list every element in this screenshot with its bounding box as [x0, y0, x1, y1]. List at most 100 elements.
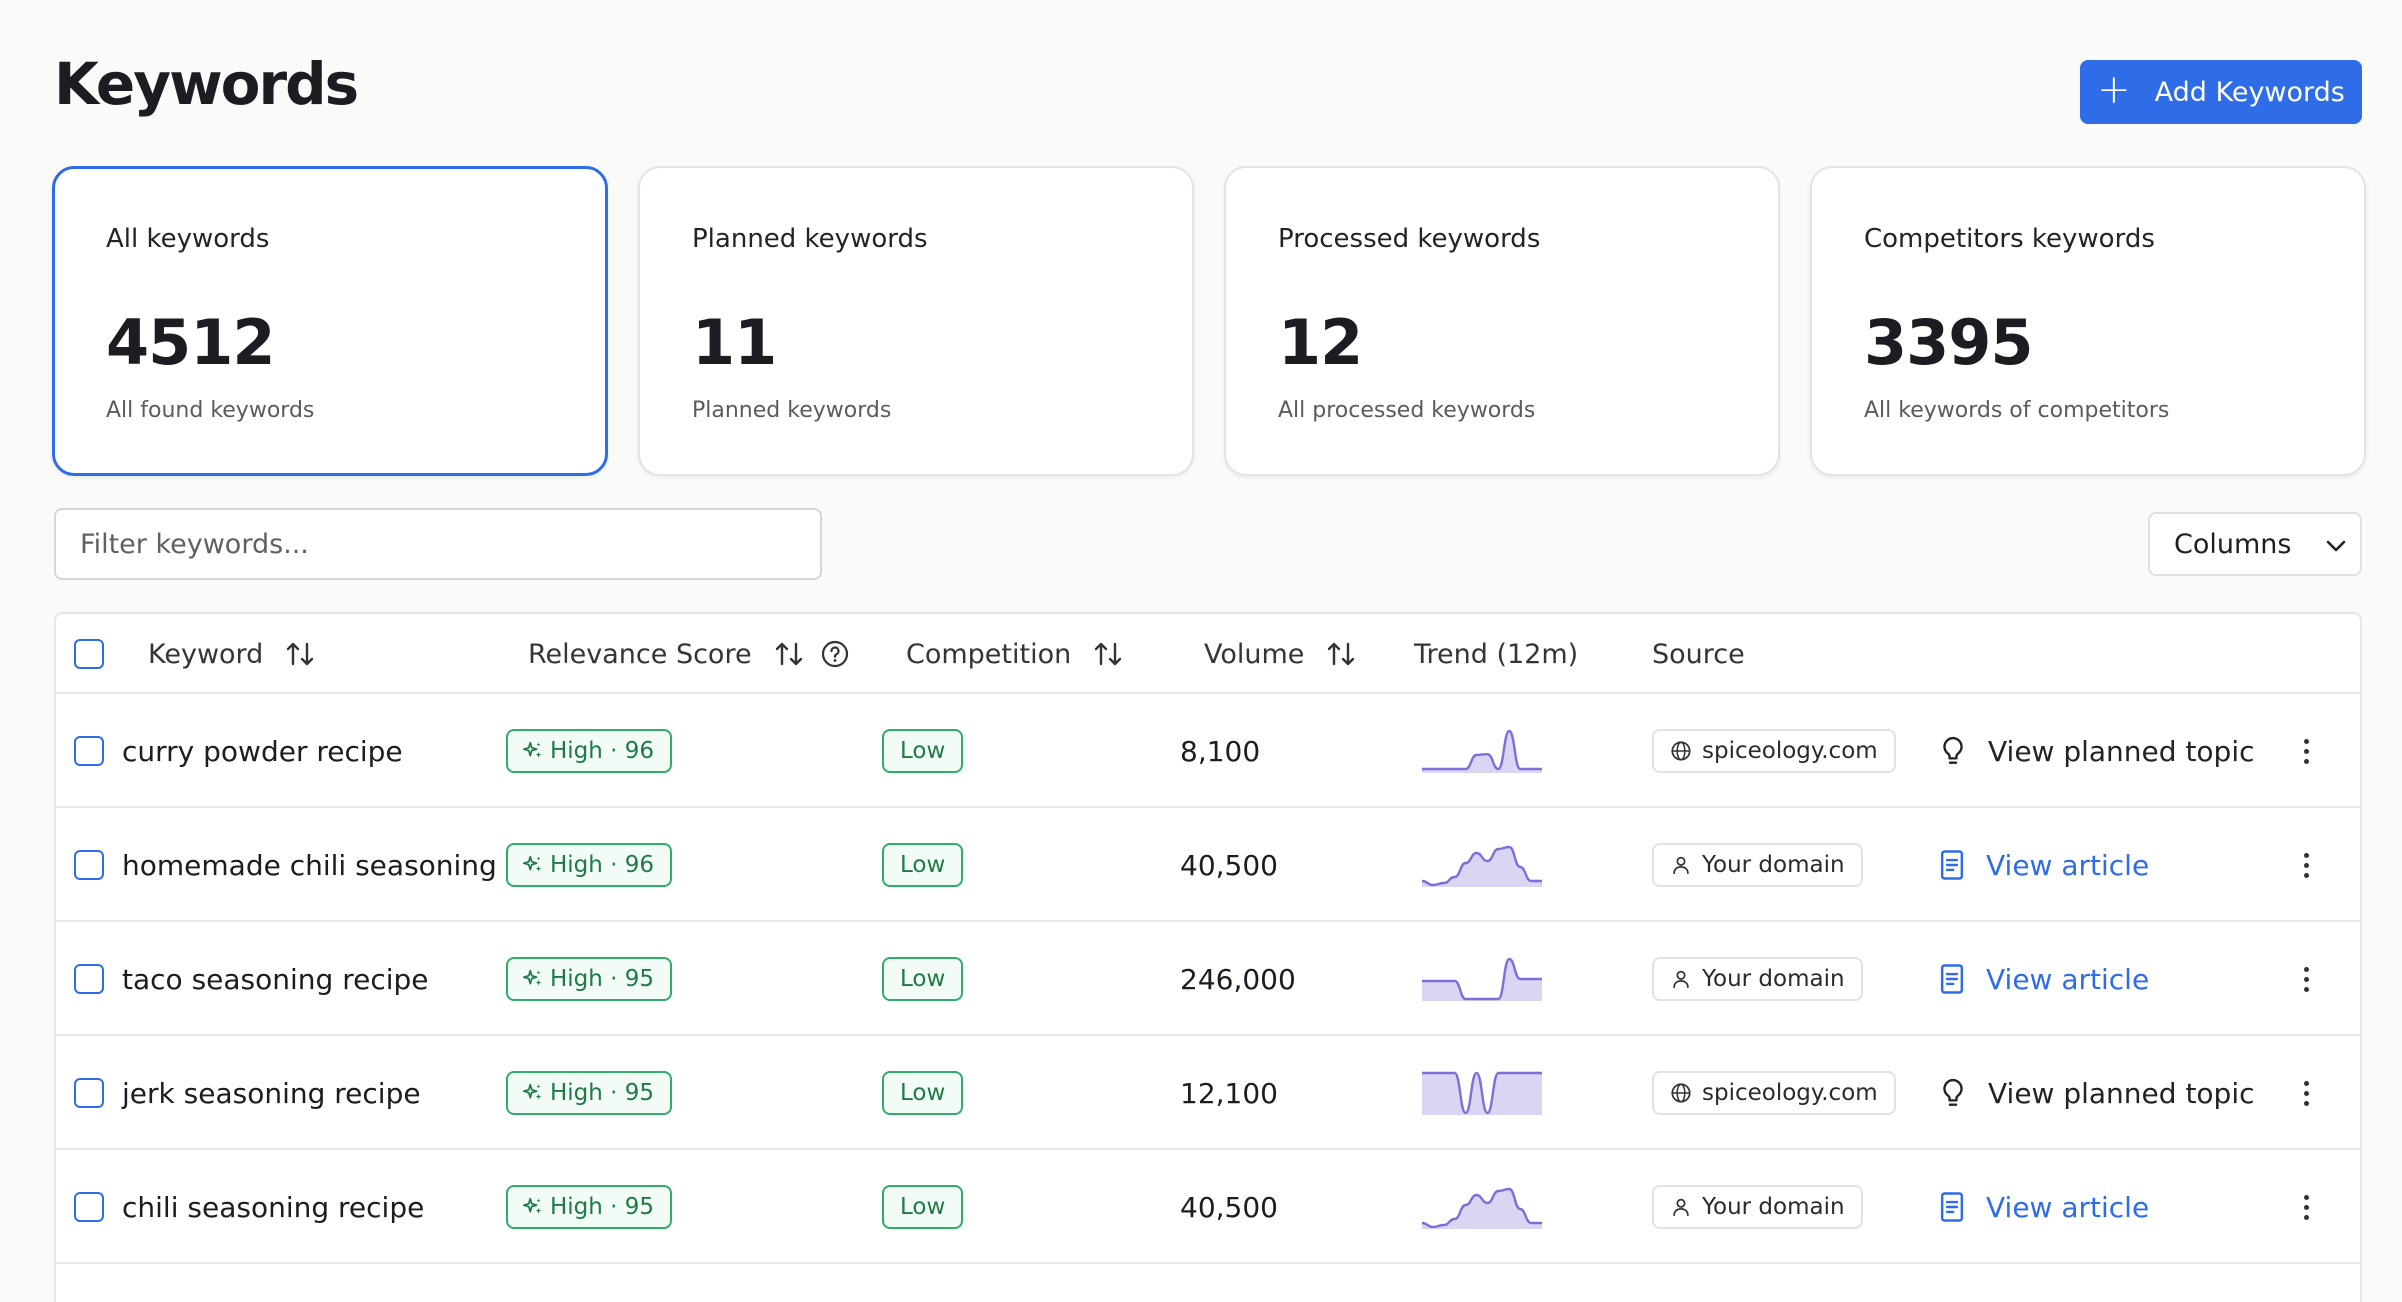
relevance-badge: High · 96: [506, 729, 673, 773]
view-article-link[interactable]: View article: [1938, 849, 2149, 882]
keyword-cell: curry powder recipe: [122, 694, 403, 808]
competition-badge: Low: [882, 729, 964, 773]
card-all-keywords[interactable]: All keywords 4512 All found keywords: [52, 166, 608, 476]
volume-text: 40,500: [1180, 848, 1278, 882]
card-planned-keywords[interactable]: Planned keywords 11 Planned keywords: [638, 166, 1194, 476]
row-checkbox[interactable]: [74, 1192, 104, 1222]
card-title: Competitors keywords: [1864, 224, 2155, 254]
more-vertical-icon[interactable]: [2298, 961, 2315, 998]
row-menu-cell: [2298, 808, 2315, 922]
volume-cell: 40,500: [1180, 1150, 1278, 1264]
sort-icon[interactable]: [1326, 640, 1356, 668]
sparkle-icon: [522, 968, 544, 990]
keyword-text: curry powder recipe: [122, 734, 403, 768]
header-relevance[interactable]: Relevance Score: [528, 614, 850, 694]
sort-icon[interactable]: [1093, 640, 1123, 668]
action-cell: View planned topic: [1938, 1036, 2255, 1150]
table-row[interactable]: taco seasoning recipe High · 95 Low 246,000…: [56, 922, 2360, 1036]
stat-cards: All keywords 4512 All found keywords Pla…: [52, 166, 2366, 476]
row-select-cell: [74, 922, 104, 1036]
user-icon: [1670, 968, 1692, 990]
view-article-link[interactable]: View article: [1938, 963, 2149, 996]
row-select-cell: [74, 1036, 104, 1150]
action-cell: View planned topic: [1938, 694, 2255, 808]
sparkle-icon: [522, 1196, 544, 1218]
sort-icon[interactable]: [285, 640, 315, 668]
table-row[interactable]: curry powder recipe High · 96 Low 8,100 spic…: [56, 694, 2360, 808]
row-menu-cell: [2298, 922, 2315, 1036]
source-cell: spiceology.com: [1652, 694, 1896, 808]
relevance-score-text: High · 96: [550, 738, 655, 764]
select-all-checkbox[interactable]: [74, 639, 104, 669]
action-label: View planned topic: [1988, 734, 2255, 768]
header-keyword-label: Keyword: [148, 638, 264, 670]
row-menu-cell: [2298, 1036, 2315, 1150]
row-checkbox[interactable]: [74, 964, 104, 994]
filter-keywords-input[interactable]: [54, 508, 822, 580]
header-competition-label: Competition: [906, 638, 1072, 670]
card-title: Processed keywords: [1278, 224, 1541, 254]
more-vertical-icon[interactable]: [2298, 1189, 2315, 1226]
header-trend: Trend (12m): [1414, 614, 1578, 694]
card-subtitle: All keywords of competitors: [1864, 398, 2170, 423]
competition-cell: Low: [882, 922, 964, 1036]
header-trend-label: Trend (12m): [1414, 638, 1579, 670]
source-chip[interactable]: spiceology.com: [1652, 729, 1896, 773]
select-all-cell: [74, 614, 104, 694]
page-title: Keywords: [54, 50, 359, 118]
card-processed-keywords[interactable]: Processed keywords 12 All processed keyw…: [1224, 166, 1780, 476]
keywords-table: Keyword Relevance Score Competition Volu…: [54, 612, 2362, 1302]
card-value: 3395: [1864, 306, 2034, 379]
action-cell: View article: [1938, 922, 2149, 1036]
table-row[interactable]: jerk seasoning recipe High · 95 Low 12,100 s…: [56, 1036, 2360, 1150]
competition-cell: Low: [882, 808, 964, 922]
view-planned-topic-link[interactable]: View planned topic: [1938, 1077, 2255, 1110]
help-circle-icon[interactable]: [820, 639, 850, 669]
row-checkbox[interactable]: [74, 850, 104, 880]
header-volume[interactable]: Volume: [1204, 614, 1356, 694]
source-chip[interactable]: Your domain: [1652, 843, 1863, 887]
sparkle-icon: [522, 1082, 544, 1104]
table-row[interactable]: homemade chili seasoning High · 96 Low 40,5…: [56, 808, 2360, 922]
source-cell: Your domain: [1652, 808, 1863, 922]
add-keywords-button[interactable]: + Add Keywords: [2080, 60, 2362, 124]
sort-icon[interactable]: [774, 640, 804, 668]
document-icon: [1938, 963, 1966, 995]
keyword-text: jerk seasoning recipe: [122, 1076, 421, 1110]
view-article-link[interactable]: View article: [1938, 1191, 2149, 1224]
keyword-cell: homemade chili seasoning: [122, 808, 497, 922]
card-competitors-keywords[interactable]: Competitors keywords 3395 All keywords o…: [1810, 166, 2366, 476]
columns-dropdown-button[interactable]: Columns: [2148, 512, 2362, 576]
source-chip[interactable]: Your domain: [1652, 957, 1863, 1001]
relevance-cell: High · 96: [506, 694, 673, 808]
table-row[interactable]: chili seasoning recipe High · 95 Low 40,500…: [56, 1150, 2360, 1264]
relevance-score-text: High · 96: [550, 852, 655, 878]
source-chip[interactable]: Your domain: [1652, 1185, 1863, 1229]
source-text: Your domain: [1702, 852, 1845, 878]
action-label: View article: [1986, 848, 2150, 882]
lightbulb-icon: [1938, 735, 1968, 767]
row-checkbox[interactable]: [74, 736, 104, 766]
columns-label: Columns: [2174, 528, 2292, 560]
view-planned-topic-link[interactable]: View planned topic: [1938, 735, 2255, 768]
header-source: Source: [1652, 614, 1745, 694]
header-competition[interactable]: Competition: [906, 614, 1123, 694]
volume-text: 40,500: [1180, 1190, 1278, 1224]
competition-badge: Low: [882, 957, 964, 1001]
source-text: Your domain: [1702, 966, 1845, 992]
volume-text: 8,100: [1180, 734, 1261, 768]
more-vertical-icon[interactable]: [2298, 847, 2315, 884]
source-chip[interactable]: spiceology.com: [1652, 1071, 1896, 1115]
trend-cell: [1422, 922, 1542, 1036]
more-vertical-icon[interactable]: [2298, 1075, 2315, 1112]
more-vertical-icon[interactable]: [2298, 733, 2315, 770]
chevron-down-icon: [2325, 529, 2347, 560]
header-relevance-label: Relevance Score: [528, 638, 752, 670]
header-keyword[interactable]: Keyword: [148, 614, 315, 694]
action-label: View planned topic: [1988, 1076, 2255, 1110]
row-checkbox[interactable]: [74, 1078, 104, 1108]
row-menu-cell: [2298, 694, 2315, 808]
row-select-cell: [74, 808, 104, 922]
trend-cell: [1422, 1150, 1542, 1264]
document-icon: [1938, 1191, 1966, 1223]
